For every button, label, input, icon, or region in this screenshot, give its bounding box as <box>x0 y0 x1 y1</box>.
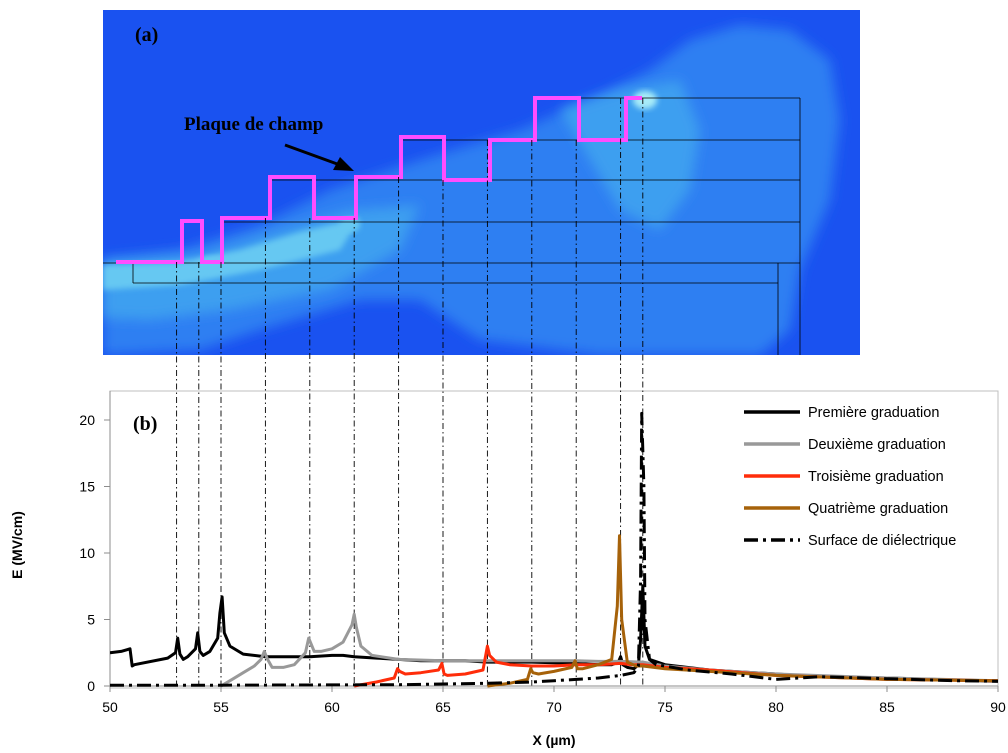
x-tick-label: 80 <box>768 699 784 715</box>
x-tick-label: 55 <box>213 699 229 715</box>
field-plate-annotation: Plaque de champ <box>184 114 323 135</box>
legend-label-2: Deuxième graduation <box>808 437 946 453</box>
x-tick-label: 75 <box>657 699 673 715</box>
plot-area-frame <box>109 390 999 689</box>
legend: Première graduation Deuxième graduation Tr… <box>744 405 956 549</box>
field-contours <box>103 25 840 355</box>
series-layer <box>110 411 998 688</box>
series-line-5 <box>110 411 998 687</box>
field-plate-outline <box>116 96 642 264</box>
panel-b-label: (b) <box>133 413 157 435</box>
y-tick-label: 0 <box>87 678 95 694</box>
x-tick-label: 50 <box>102 699 118 715</box>
legend-label-4: Quatrième graduation <box>808 501 948 517</box>
y-ticks: 0 5 10 15 20 <box>79 412 110 694</box>
field-hotspot-2 <box>340 218 360 232</box>
x-tick-label: 70 <box>546 699 562 715</box>
annotation-arrow <box>284 143 354 171</box>
contour-mid-2 <box>560 80 700 230</box>
x-tick-label: 90 <box>990 699 1006 715</box>
series-line-4 <box>487 534 998 688</box>
y-tick-label: 20 <box>79 412 95 428</box>
x-ticks: 50 55 60 65 70 75 80 85 90 <box>102 686 1006 715</box>
panel-a-label: (a) <box>135 24 158 46</box>
x-tick-label: 60 <box>324 699 340 715</box>
legend-label-5: Surface de diélectrique <box>808 533 956 549</box>
legend-label-1: Première graduation <box>808 405 939 421</box>
x-tick-label: 85 <box>879 699 895 715</box>
legend-label-3: Troisième graduation <box>808 469 944 485</box>
y-tick-label: 15 <box>79 479 95 495</box>
field-map-panel: (a) Plaque de champ <box>103 10 860 355</box>
y-tick-label: 5 <box>87 612 95 628</box>
field-peak-hotspot <box>633 91 657 109</box>
y-axis-title: E (MV/cm) <box>9 511 25 579</box>
x-axis-title: X (µm) <box>532 732 575 748</box>
chart-panel: 50 55 60 65 70 75 80 85 90 0 5 10 15 20 (b) X (µm) E… <box>9 98 1006 748</box>
x-tick-label: 65 <box>435 699 451 715</box>
y-tick-label: 10 <box>79 545 95 561</box>
contour-high <box>103 218 360 290</box>
